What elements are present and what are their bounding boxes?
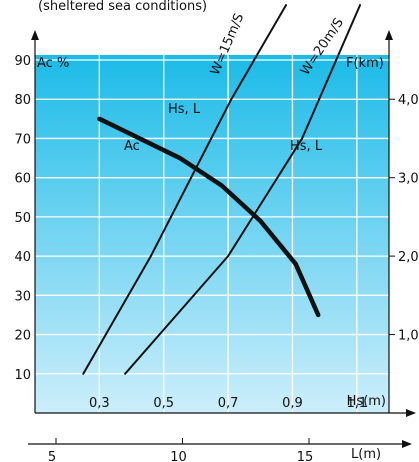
right-tick-label: 3,0 xyxy=(398,172,419,187)
axes: 10 20 30 40 50 60 70 80 90 0,3 0,5 0,7 0,9 1,1 1,0 2,0 3… xyxy=(14,30,419,462)
right-tick-label: 4,0 xyxy=(398,93,419,108)
left-axis-arrow xyxy=(31,30,39,40)
series-line-w20 xyxy=(124,4,362,375)
right-axis-arrow xyxy=(385,30,393,40)
l-tick-label: 10 xyxy=(170,450,187,462)
hs-axis-label: Hs(m) xyxy=(347,394,386,409)
left-axis-label: Ac % xyxy=(37,56,69,71)
left-tick-label: 80 xyxy=(14,93,31,108)
right-tick-label: 2,0 xyxy=(398,250,419,265)
left-tick-label: 60 xyxy=(14,172,31,187)
chart-header-partial: (sheltered sea conditions) xyxy=(38,0,207,14)
plot-area xyxy=(35,55,389,413)
l-axis-arrow xyxy=(402,440,412,448)
hs-tick-label: 0,9 xyxy=(282,396,303,411)
l-tick-label: 5 xyxy=(48,450,56,462)
l-axis-label: L(m) xyxy=(351,447,381,462)
left-tick-label: 20 xyxy=(14,329,31,344)
left-tick-label: 50 xyxy=(14,211,31,226)
left-tick-label: 40 xyxy=(14,250,31,265)
left-tick-label: 30 xyxy=(14,289,31,304)
hs-axis-arrow xyxy=(406,409,416,417)
right-axis-label: F(km) xyxy=(346,56,384,71)
series-label-w20: Hs, L xyxy=(290,139,323,154)
left-tick-label: 70 xyxy=(14,132,31,147)
series-line-ac xyxy=(97,116,321,318)
hs-tick-label: 0,5 xyxy=(153,396,174,411)
left-tick-label: 90 xyxy=(14,54,31,69)
series-label-ac: Ac xyxy=(124,139,140,154)
right-tick-label: 1,0 xyxy=(398,329,419,344)
hs-tick-label: 0,7 xyxy=(218,396,239,411)
l-tick-label: 15 xyxy=(297,450,314,462)
series-line-w15 xyxy=(82,4,288,375)
series-label-w15: Hs, L xyxy=(168,102,201,117)
hs-tick-label: 0,3 xyxy=(89,396,110,411)
hs-tick-label: 1,1 xyxy=(346,396,367,411)
left-tick-label: 10 xyxy=(14,368,31,383)
